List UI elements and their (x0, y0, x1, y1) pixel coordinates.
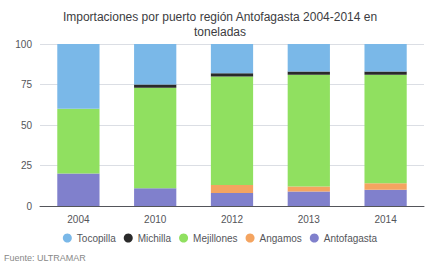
svg-text:0: 0 (26, 201, 32, 212)
svg-text:Importaciones por puerto regió: Importaciones por puerto región Antofaga… (63, 10, 377, 24)
svg-text:2012: 2012 (221, 214, 244, 225)
svg-text:25: 25 (21, 160, 33, 171)
svg-text:100: 100 (15, 39, 32, 50)
svg-text:Mejillones: Mejillones (193, 233, 237, 244)
svg-text:toneladas: toneladas (194, 25, 246, 39)
svg-text:Michilla: Michilla (138, 233, 172, 244)
svg-text:Angamos: Angamos (260, 233, 302, 244)
svg-text:2004: 2004 (67, 214, 90, 225)
svg-text:2013: 2013 (298, 214, 321, 225)
svg-text:Tocopilla: Tocopilla (77, 233, 116, 244)
svg-text:Antofagasta: Antofagasta (324, 233, 378, 244)
svg-text:50: 50 (21, 120, 33, 131)
svg-text:75: 75 (21, 79, 33, 90)
svg-text:2010: 2010 (144, 214, 167, 225)
svg-text:Fuente: ULTRAMAR: Fuente: ULTRAMAR (4, 253, 86, 263)
svg-text:2014: 2014 (374, 214, 397, 225)
